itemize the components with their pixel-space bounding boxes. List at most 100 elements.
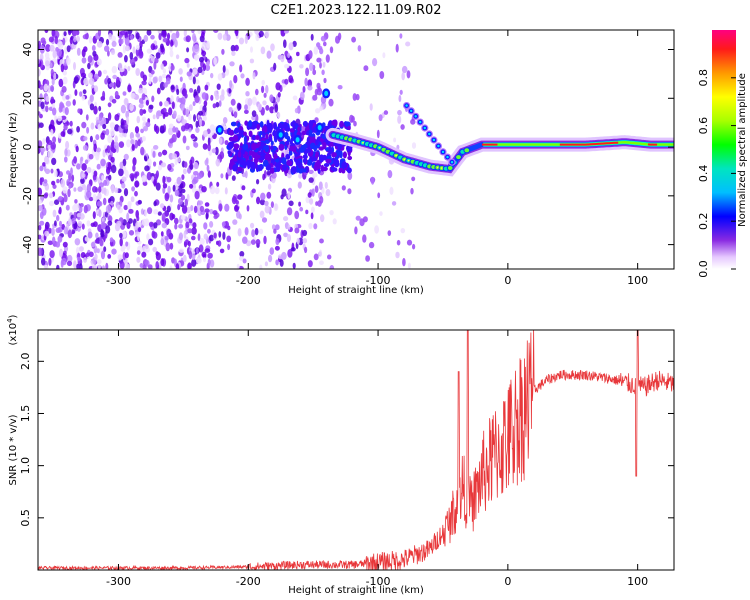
spectrogram-cell — [325, 158, 332, 164]
snr-y-tick-label: 0.5 — [19, 509, 32, 527]
spectrogram-cell — [162, 183, 168, 189]
spectrogram-cell — [166, 32, 171, 40]
spectrogram-cell — [39, 93, 43, 101]
spectrogram-cell — [292, 95, 298, 101]
spectrogram-cell — [288, 200, 294, 207]
spectrogram-cell — [401, 72, 406, 81]
spectrogram-cell — [251, 188, 256, 194]
spectrogram-cell — [151, 95, 155, 103]
spectrogram-cell — [259, 264, 263, 269]
spectrogram-cell — [327, 254, 332, 260]
spectrogram-cell — [39, 220, 45, 226]
spectrogram-cell — [169, 49, 174, 58]
spectrogram-cell — [120, 104, 126, 114]
spectrogram-cell — [354, 226, 358, 235]
spectrogram-cell — [204, 159, 209, 166]
spectrogram-cell — [316, 82, 321, 90]
spectrogram-cell — [207, 137, 211, 146]
spectrogram-cell — [269, 94, 274, 103]
spectrogram-cell — [160, 43, 164, 50]
spectrogram-cell — [185, 221, 190, 229]
spectrogram-cell — [311, 206, 315, 213]
spectrogram-cell — [155, 52, 161, 59]
spectrogram-cell — [96, 147, 101, 153]
spectrogram-cell — [114, 187, 119, 193]
spectrogram-cell — [187, 262, 192, 269]
spectrogram-cell — [383, 110, 389, 115]
spectrogram-cell — [319, 106, 323, 111]
spectrogram-cell — [101, 187, 106, 194]
spectrogram-cell — [369, 103, 373, 111]
spectrogram-cell — [305, 209, 309, 215]
spectrogram-cell — [166, 205, 171, 213]
spectrogram-cell — [226, 235, 232, 243]
spectrogram-cell — [273, 122, 277, 130]
spectrogram-cell — [144, 165, 150, 172]
spectrogram-cell — [246, 159, 252, 166]
spectrogram-cell — [264, 200, 269, 207]
spectrogram-cell — [68, 30, 73, 34]
spectrogram-cell — [137, 200, 142, 205]
spectrogram-cell — [222, 33, 227, 41]
spectrogram-cell — [115, 76, 120, 86]
spectrogram-cell — [188, 104, 193, 112]
spectrogram-cell — [119, 232, 123, 239]
spectrogram-cell — [143, 34, 149, 43]
spectrogram-cell — [215, 93, 220, 101]
spectrogram-cell — [308, 129, 313, 137]
spectrogram-cell — [102, 197, 107, 206]
spectrogram-cell — [239, 251, 245, 257]
spectrogram-cell — [234, 44, 239, 52]
spectrogram-cell — [107, 112, 112, 121]
spectrogram-cell — [258, 30, 264, 38]
spectrogram-cell — [238, 213, 242, 220]
spectrogram-cell — [157, 211, 162, 216]
colorbar-tick-label: 0.2 — [697, 212, 710, 230]
spectrogram-cell — [275, 82, 281, 91]
spectrogram-cell — [260, 142, 265, 147]
snr-y-tick-label: 2.0 — [19, 353, 32, 371]
spectrogram-cell — [38, 80, 41, 89]
spectrogram-cell — [127, 218, 133, 224]
spectrogram-cell — [124, 37, 130, 46]
spectrogram-cell — [362, 234, 367, 243]
spectrogram-cell — [73, 76, 79, 84]
spectrogram-cell — [279, 259, 284, 267]
spectrogram-cell — [38, 111, 41, 116]
spectrogram-cell — [170, 64, 175, 71]
snr-x-tick-label: -200 — [236, 575, 261, 588]
spectrogram-cell — [39, 165, 44, 172]
spectrogram-cell — [309, 142, 316, 150]
spectrogram-cell — [97, 30, 102, 37]
spectrogram-cell — [400, 228, 406, 234]
spectrogram-cell — [319, 260, 324, 266]
spectrogram-cell — [152, 246, 157, 253]
spectrogram-cell — [264, 205, 270, 214]
spectrogram-cell — [283, 216, 289, 222]
spectrogram-cell — [195, 247, 199, 254]
snr-plot-frame — [37, 329, 675, 571]
spectrogram-cell — [201, 92, 207, 100]
spectrogram-cell — [38, 247, 43, 257]
spectrogram-cell — [337, 85, 343, 90]
spectrogram-cell — [302, 86, 306, 93]
spectrogram-cell — [379, 211, 383, 217]
spectrogram-cell — [313, 46, 318, 55]
snr-x-tick-label: -300 — [106, 575, 131, 588]
spectrogram-cell — [237, 151, 242, 158]
spectrogram-cell — [97, 264, 101, 269]
spectrogram-cell — [110, 200, 114, 206]
spectrogram-cell — [227, 243, 231, 251]
spectrogram-cell — [58, 209, 61, 214]
spectrogram-cell — [198, 244, 204, 253]
spectrogram-cell — [263, 235, 267, 245]
spectrogram-cell — [248, 155, 252, 161]
spectrogram-cell — [412, 243, 416, 250]
spectrogram-cell — [45, 60, 50, 67]
spectrogram-cell — [171, 32, 177, 42]
spectrogram-cell — [45, 105, 49, 113]
spectrogram-cell — [62, 186, 68, 194]
colorbar-label: Normalized spectral amplitude — [737, 73, 748, 227]
spectrogram-cell — [410, 118, 416, 125]
